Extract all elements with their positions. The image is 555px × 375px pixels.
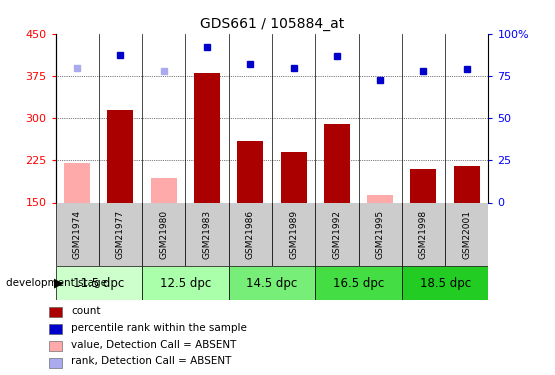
Bar (185, 202, 229, 266)
Bar (324, 124, 350, 202)
Text: GSM21995: GSM21995 (376, 210, 385, 259)
Bar (272, 202, 315, 266)
Text: 18.5 dpc: 18.5 dpc (420, 277, 471, 290)
Bar (142, 266, 229, 300)
Text: 11.5 dpc: 11.5 dpc (73, 277, 124, 290)
Bar (367, 195, 393, 202)
Text: percentile rank within the sample: percentile rank within the sample (71, 323, 247, 333)
Text: 14.5 dpc: 14.5 dpc (246, 277, 297, 290)
Text: rank, Detection Call = ABSENT: rank, Detection Call = ABSENT (71, 357, 231, 366)
Text: GSM21992: GSM21992 (332, 210, 341, 259)
Text: GSM21998: GSM21998 (419, 210, 428, 259)
Bar (445, 202, 488, 266)
Title: GDS661 / 105884_at: GDS661 / 105884_at (200, 17, 344, 32)
Text: GSM21989: GSM21989 (289, 210, 298, 259)
Text: ▶: ▶ (54, 277, 64, 290)
Bar (229, 202, 272, 266)
Bar (49, 341, 62, 351)
Text: GSM21977: GSM21977 (116, 210, 125, 259)
Bar (49, 324, 62, 334)
Bar (238, 141, 263, 202)
Text: GSM21974: GSM21974 (73, 210, 82, 259)
Bar (56, 266, 142, 300)
Text: GSM21980: GSM21980 (159, 210, 168, 259)
Text: GSM21986: GSM21986 (246, 210, 255, 259)
Bar (402, 202, 445, 266)
Bar (142, 202, 185, 266)
Bar (454, 166, 480, 202)
Bar (56, 202, 99, 266)
Bar (411, 169, 436, 202)
Bar (359, 202, 402, 266)
Bar (315, 266, 402, 300)
Text: count: count (71, 306, 100, 316)
Bar (402, 266, 488, 300)
Text: value, Detection Call = ABSENT: value, Detection Call = ABSENT (71, 340, 236, 350)
Text: development stage: development stage (6, 278, 107, 288)
Bar (315, 202, 359, 266)
Bar (49, 308, 62, 317)
Text: GSM22001: GSM22001 (462, 210, 471, 259)
Bar (108, 110, 133, 202)
Bar (151, 178, 176, 203)
Bar (281, 152, 306, 202)
Bar (99, 202, 142, 266)
Text: 16.5 dpc: 16.5 dpc (333, 277, 384, 290)
Bar (229, 266, 315, 300)
Bar (194, 73, 220, 202)
Text: 12.5 dpc: 12.5 dpc (160, 277, 211, 290)
Bar (64, 163, 90, 202)
Text: GSM21983: GSM21983 (203, 210, 211, 259)
Bar (49, 358, 62, 368)
